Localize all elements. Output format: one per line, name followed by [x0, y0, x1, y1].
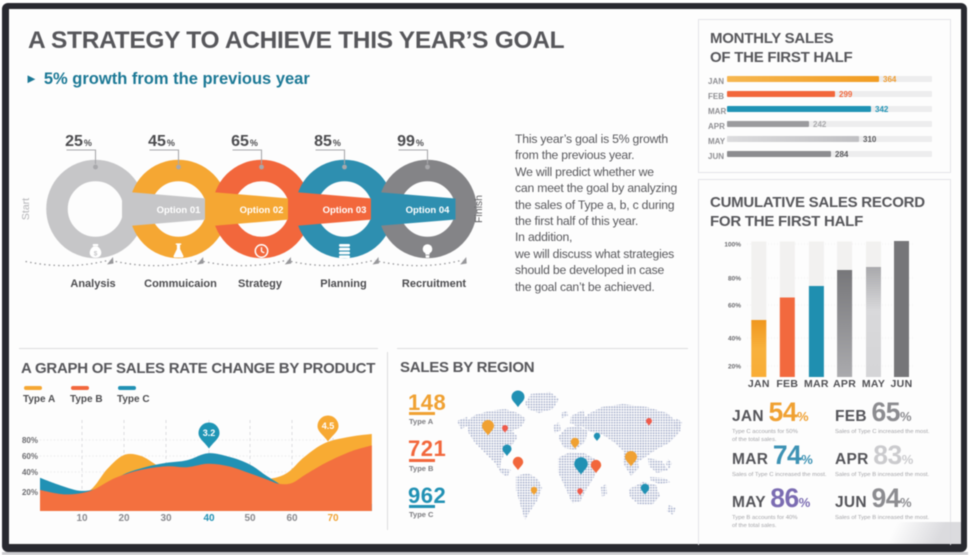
svg-text:Option 02: Option 02: [240, 205, 284, 216]
svg-text:45%: 45%: [148, 133, 175, 150]
svg-text:Strategy: Strategy: [238, 278, 283, 290]
svg-text:80%: 80%: [22, 436, 38, 445]
svg-text:$: $: [94, 250, 98, 257]
svg-text:60: 60: [286, 513, 298, 524]
svg-text:100%: 100%: [724, 242, 741, 249]
svg-text:FEB: FEB: [776, 378, 798, 390]
svg-text:80%: 80%: [728, 276, 741, 283]
svg-text:20%: 20%: [728, 364, 741, 371]
svg-text:APR: APR: [833, 378, 856, 390]
svg-text:Commuicaion: Commuicaion: [144, 278, 217, 290]
svg-text:JAN: JAN: [748, 378, 770, 390]
svg-text:10: 10: [76, 513, 88, 524]
svg-text:20: 20: [118, 513, 130, 524]
svg-text:Planning: Planning: [320, 278, 366, 290]
svg-text:99%: 99%: [397, 133, 424, 150]
svg-text:4.5: 4.5: [322, 421, 335, 431]
svg-text:20%: 20%: [22, 488, 38, 497]
svg-text:60%: 60%: [22, 452, 38, 461]
svg-text:70: 70: [327, 513, 339, 524]
svg-text:MAY: MAY: [862, 378, 885, 390]
svg-text:3.2: 3.2: [203, 428, 216, 438]
svg-text:Analysis: Analysis: [70, 278, 115, 290]
svg-text:40%: 40%: [728, 336, 741, 343]
svg-text:Option 01: Option 01: [157, 205, 202, 216]
svg-text:60%: 60%: [728, 303, 741, 310]
svg-text:85%: 85%: [314, 133, 341, 150]
svg-text:Finish: Finish: [473, 195, 485, 223]
svg-text:40: 40: [203, 513, 215, 524]
svg-text:65%: 65%: [231, 133, 258, 150]
svg-text:50: 50: [244, 513, 256, 524]
svg-text:MAR: MAR: [804, 378, 829, 390]
svg-text:Option 03: Option 03: [323, 205, 367, 216]
svg-text:40%: 40%: [22, 468, 38, 477]
svg-text:Start: Start: [20, 198, 32, 220]
svg-text:JUN: JUN: [891, 378, 913, 390]
svg-text:Recruitment: Recruitment: [402, 278, 467, 290]
svg-text:Option 04: Option 04: [406, 205, 451, 216]
svg-text:25%: 25%: [65, 133, 92, 150]
svg-text:30: 30: [160, 513, 172, 524]
